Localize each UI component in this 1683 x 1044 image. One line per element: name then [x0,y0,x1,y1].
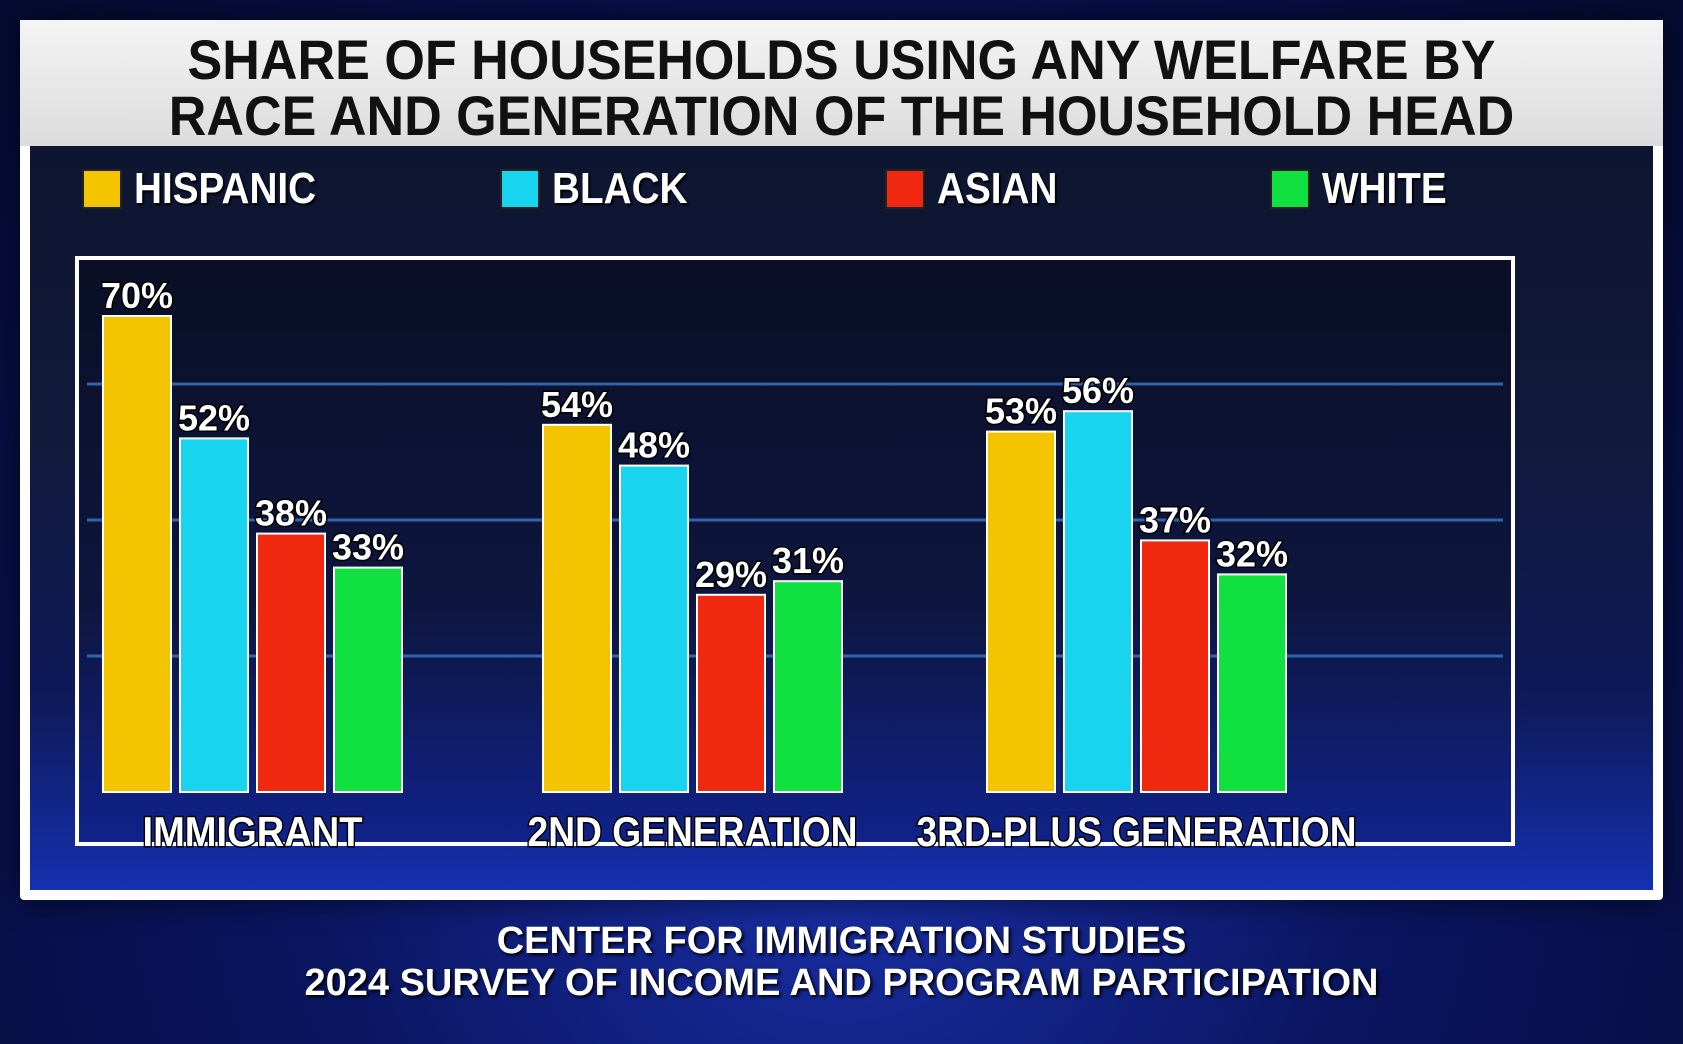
bar-hispanic-1 [102,315,172,793]
legend-item-white: WHITE [1270,164,1464,214]
bar-white-2 [773,580,843,794]
bar-value-label: 48% [618,425,690,466]
chart-title-line-1: SHARE OF HOUSEHOLDS USING ANY WELFARE BY [187,28,1496,91]
bar-value-label: 33% [332,527,404,568]
bar-asian-2 [696,593,766,793]
bar-value-label: 31% [772,540,844,581]
legend: HISPANIC BLACK ASIAN WHITE [30,146,1653,226]
legend-swatch-white [1270,169,1310,209]
legend-label-black: BLACK [552,164,688,213]
category-label: 2ND GENERATION [528,808,858,855]
source-line-1: CENTER FOR IMMIGRATION STUDIES [496,920,1187,962]
chart-panel: HISPANIC BLACK ASIAN WHITE 70% 52% 38% 33% I… [30,146,1653,890]
legend-label-asian: ASIAN [937,164,1058,213]
bar-chart: 70% 52% 38%33% IMMIGRANT 54%48% 29% 31% 2ND GEN… [87,274,1503,857]
category-label: 3RD-PLUS GENERATION [917,808,1357,855]
bar-value-label: 70% [101,275,173,316]
bar-value-label: 37% [1139,499,1211,540]
chart-title-line-2: RACE AND GENERATION OF THE HOUSEHOLD HEA… [168,84,1515,147]
legend-item-hispanic: HISPANIC [82,164,341,214]
bar-value-label: 56% [1062,370,1134,411]
bar-value-label: 32% [1216,533,1288,574]
bar-asian-3 [1140,539,1210,793]
legend-label-white: WHITE [1322,164,1447,213]
bar-black-3 [1063,410,1133,793]
legend-swatch-asian [885,169,925,209]
bar-value-label: 54% [541,384,613,425]
bar-value-label: 29% [695,554,767,595]
legend-item-black: BLACK [500,164,706,214]
bar-value-label: 53% [985,391,1057,432]
bar-white-3 [1217,573,1287,793]
bar-hispanic-3 [986,430,1056,793]
bar-white-1 [333,566,403,793]
legend-item-asian: ASIAN [885,164,1074,214]
bar-value-label: 38% [255,493,327,534]
title-box: SHARE OF HOUSEHOLDS USING ANY WELFARE BY… [20,20,1663,146]
source-line-2: 2024 SURVEY OF INCOME AND PROGRAM PARTIC… [304,962,1379,1004]
bar-black-1 [179,437,249,793]
bar-black-2 [619,464,689,793]
legend-label-hispanic: HISPANIC [134,164,317,213]
bar-asian-1 [256,532,326,793]
category-label: IMMIGRANT [143,808,363,855]
legend-swatch-black [500,169,540,209]
source-credit: CENTER FOR IMMIGRATION STUDIES 2024 SURV… [0,920,1683,1004]
chart-frame: SHARE OF HOUSEHOLDS USING ANY WELFARE BY… [20,20,1663,900]
legend-swatch-hispanic [82,169,122,209]
bar-hispanic-2 [542,423,612,793]
bar-value-label: 52% [178,397,250,438]
